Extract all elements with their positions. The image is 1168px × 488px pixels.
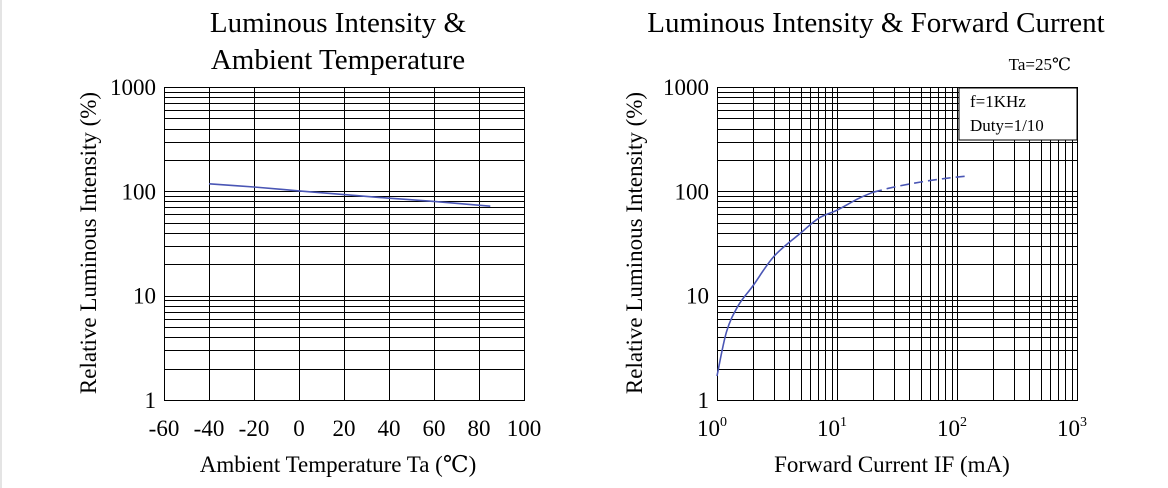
chart1-y-tick-label: 100: [122, 179, 157, 204]
chart1-series: [208, 183, 491, 207]
temperature-chart: Luminous Intensity & Ambient Temperature…: [76, 7, 541, 477]
chart2-y-tick-label: 100: [675, 179, 710, 204]
chart1-plot-frame: [163, 86, 526, 402]
chart1-y-tick-label: 1000: [110, 75, 156, 100]
chart1-x-tick-label: 40: [378, 416, 401, 441]
chart1-y-tick-label: 1: [145, 388, 157, 413]
chart2-plot-frame: [716, 86, 1079, 402]
chart2-ta-note: Ta=25℃: [1009, 55, 1071, 74]
chart1-x-tick-label: 20: [333, 416, 356, 441]
chart2-x-tick-label: 103: [1057, 415, 1087, 441]
chart1-series-line-solid: [208, 183, 491, 207]
chart2-y-tick-label: 1: [698, 388, 710, 413]
chart2-y-tick-label: 1000: [663, 75, 709, 100]
chart1-x-tick-label: 100: [507, 416, 542, 441]
chart2-series-line-dashed: [872, 175, 967, 193]
chart2-x-tick-labels: 100 101 102 103: [697, 415, 1087, 441]
chart1-x-tick-label: -60: [149, 416, 180, 441]
chart2-frequency-note: f=1KHz: [970, 92, 1026, 111]
chart2-series: [716, 175, 967, 377]
chart2-duty-note: Duty=1/10: [970, 116, 1044, 135]
chart2-y-axis-label: Relative Luminous Intensity (%): [622, 92, 647, 394]
chart1-x-tick-label: -20: [239, 416, 270, 441]
chart1-title-line2: Ambient Temperature: [211, 44, 465, 76]
chart1-x-tick-label: 80: [468, 416, 491, 441]
chart1-x-tick-label: 0: [293, 416, 305, 441]
chart1-y-axis-label: Relative Luminous Intensity (%): [76, 92, 101, 394]
chart1-grid: [163, 86, 526, 402]
chart2-title: Luminous Intensity & Forward Current: [647, 7, 1105, 39]
chart2-x-tick-label: 100: [697, 415, 727, 441]
chart2-y-tick-labels: 1 10 100 1000: [663, 75, 709, 413]
chart1-x-tick-label: 60: [423, 416, 446, 441]
current-chart: Luminous Intensity & Forward Current Ta=…: [622, 7, 1105, 477]
chart1-x-axis-label: Ambient Temperature Ta (℃): [200, 452, 476, 477]
chart1-y-tick-labels: 1 10 100 1000: [110, 75, 156, 413]
chart1-x-tick-label: -40: [194, 416, 225, 441]
chart1-title-line1: Luminous Intensity &: [210, 7, 467, 39]
chart2-y-tick-label: 10: [686, 284, 709, 309]
chart1-x-tick-labels: -60 -40 -20 0 20 40 60 80 100: [149, 416, 542, 441]
chart2-condition-box: [958, 87, 1078, 141]
chart2-x-axis-label: Forward Current IF (mA): [774, 452, 1010, 477]
chart2-x-tick-label: 101: [817, 415, 847, 441]
chart1-y-tick-label: 10: [133, 284, 156, 309]
chart2-x-tick-label: 102: [937, 415, 967, 441]
chart2-series-line-solid: [716, 191, 874, 377]
